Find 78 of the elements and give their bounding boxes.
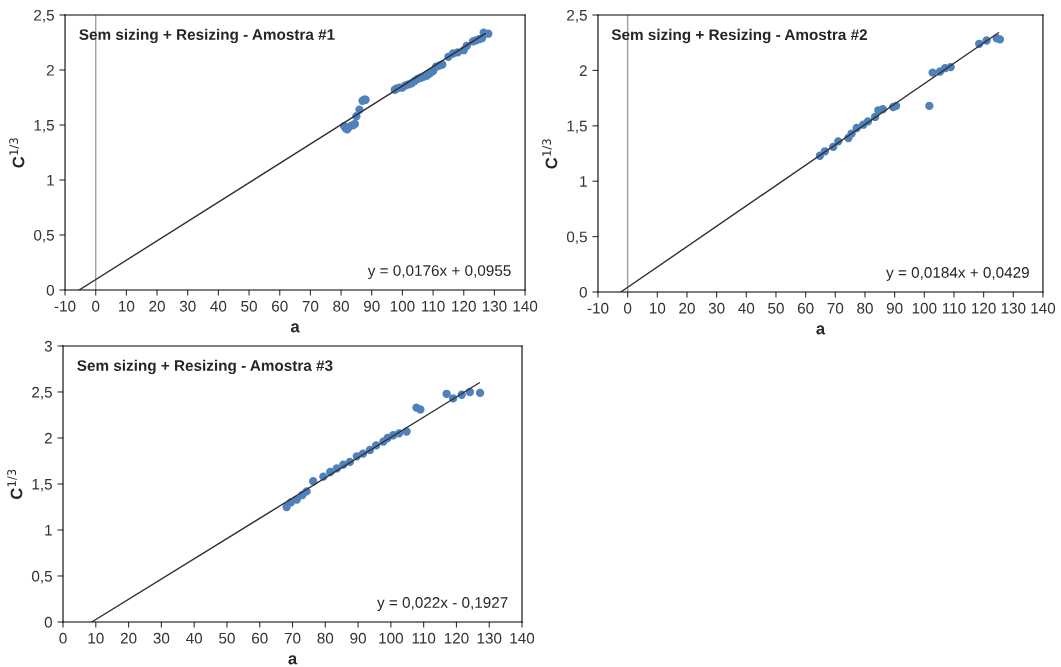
- x-tick-label: 130: [477, 632, 502, 644]
- x-tick-label: 80: [317, 632, 334, 644]
- y-tick-label: 1: [45, 525, 52, 536]
- x-tick-label: 90: [363, 300, 380, 312]
- x-tick-label: 140: [510, 632, 535, 644]
- y-tick-label: 2: [46, 64, 54, 76]
- text: Sem sizing + Resizing - Amostra #3: [77, 359, 333, 375]
- x-tick-label: 110: [942, 302, 966, 314]
- x-tick-label: 130: [482, 300, 507, 312]
- x-axis-title: a: [288, 655, 298, 665]
- y-tick-label: 0,5: [33, 229, 54, 243]
- y-axis-title: C$^{1/3}$: [542, 139, 558, 169]
- y-tick-label: 2: [579, 65, 587, 76]
- y-tick-label: 1,5: [34, 120, 54, 133]
- x-tick-label: 40: [186, 632, 203, 644]
- x-tick-label: 120: [444, 632, 469, 644]
- y-tick-label: 0,5: [566, 231, 587, 245]
- x-tick-label: 20: [679, 302, 695, 314]
- x-tick-label: 30: [153, 632, 170, 644]
- x-tick-label: 30: [708, 302, 725, 314]
- x-tick-label: 90: [886, 302, 903, 314]
- y-tick-label: 2,5: [32, 386, 52, 400]
- x-tick-label: 120: [452, 300, 476, 312]
- x-tick-label: 100: [379, 632, 404, 644]
- x-tick-label: 10: [649, 302, 666, 314]
- x-tick-label: 0: [59, 632, 67, 644]
- x-tick-label: -10: [54, 300, 76, 312]
- x-tick-label: 140: [513, 300, 538, 312]
- annotation: y = 0,0176x + 0,0955: [367, 265, 511, 280]
- x-tick-label: 0: [623, 302, 632, 314]
- x-tick-label: 80: [333, 300, 349, 312]
- y-tick-label: 0: [44, 616, 53, 628]
- x-tick-label: 70: [284, 632, 301, 644]
- x-tick-label: 110: [422, 300, 445, 312]
- x-tick-label: 50: [768, 302, 784, 314]
- x-tick-label: 40: [738, 302, 755, 314]
- y-tick-label: 3: [44, 340, 52, 352]
- x-tick-label: 120: [972, 302, 996, 314]
- y-tick-label: 1,5: [567, 120, 587, 134]
- x-axis-title: a: [290, 323, 300, 333]
- x-tick-label: 130: [1001, 302, 1026, 314]
- y-tick-label: 1: [580, 176, 587, 187]
- y-tick-label: 0: [579, 286, 587, 298]
- text: Sem sizing + Resizing - Amostra #1: [79, 28, 335, 44]
- x-tick-label: 40: [210, 300, 227, 312]
- annotation: y = 0,0184x + 0,0429: [886, 267, 1029, 281]
- x-tick-label: 80: [857, 302, 873, 314]
- text: Sem sizing + Resizing - Amostra #2: [611, 28, 867, 44]
- x-tick-label: 60: [272, 300, 288, 312]
- x-axis-title: a: [816, 325, 826, 335]
- y-tick-label: 0,5: [31, 570, 52, 584]
- y-tick-label: 1,5: [32, 479, 52, 492]
- x-tick-label: 70: [302, 300, 319, 312]
- y-tick-label: 0: [46, 284, 55, 296]
- x-tick-label: 20: [149, 300, 165, 312]
- y-axis-title: C$^{1/3}$: [7, 469, 23, 500]
- x-tick-label: 30: [179, 300, 196, 312]
- x-tick-label: 0: [92, 300, 100, 312]
- x-tick-label: 50: [219, 632, 235, 644]
- x-tick-label: 20: [120, 632, 137, 644]
- y-tick-label: 2: [44, 432, 52, 444]
- x-tick-label: 140: [1031, 302, 1056, 314]
- x-tick-label: 10: [88, 632, 104, 644]
- x-tick-label: 50: [241, 300, 257, 312]
- x-tick-label: 60: [797, 302, 814, 314]
- x-tick-label: 90: [350, 632, 366, 644]
- y-tick-label: 2,5: [567, 9, 587, 23]
- x-tick-label: 70: [827, 302, 844, 314]
- y-tick-label: 1: [47, 175, 54, 186]
- x-tick-label: 100: [912, 302, 937, 314]
- x-tick-label: 110: [412, 632, 436, 644]
- annotation: y = 0,022x - 0,1927: [377, 597, 508, 611]
- y-tick-label: 2,5: [34, 9, 54, 23]
- x-tick-label: 60: [252, 632, 268, 644]
- x-tick-label: 100: [390, 300, 415, 312]
- x-tick-label: 10: [119, 300, 135, 312]
- x-tick-label: -10: [587, 302, 609, 314]
- y-axis-title: C$^{1/3}$: [9, 138, 25, 168]
